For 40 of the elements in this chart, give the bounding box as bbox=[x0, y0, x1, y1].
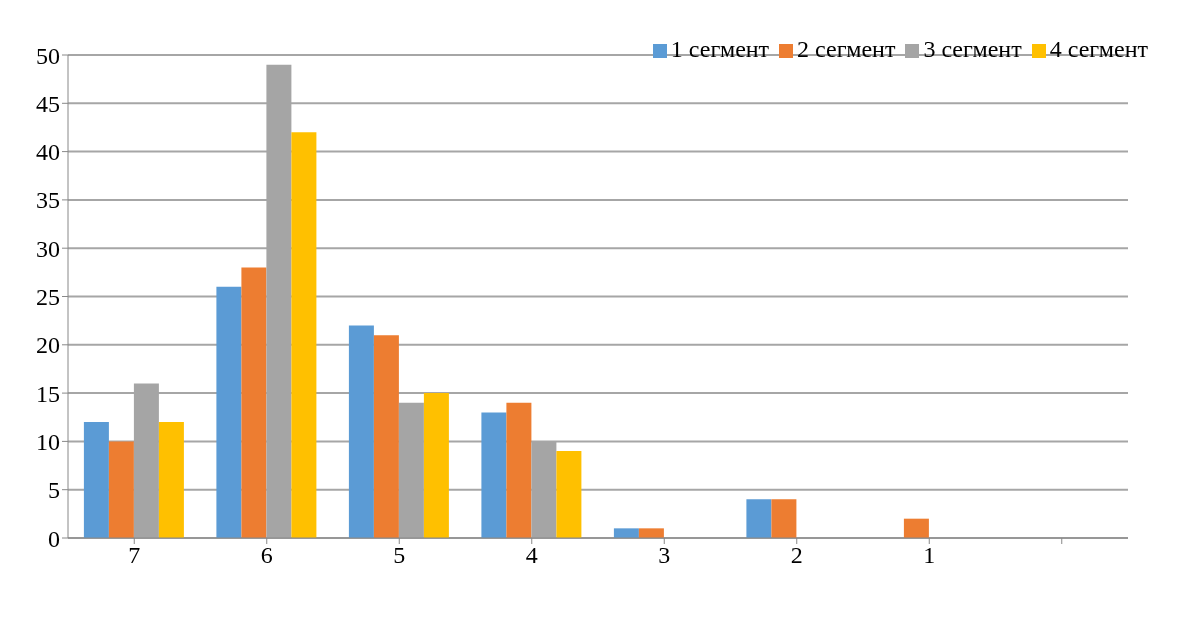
x-tick-label: 1 bbox=[923, 542, 936, 569]
bar bbox=[83, 422, 109, 538]
y-tick-label: 50 bbox=[36, 42, 60, 69]
bar bbox=[108, 441, 134, 538]
bar bbox=[481, 412, 507, 538]
y-tick-label: 5 bbox=[48, 477, 60, 504]
y-tick-label: 15 bbox=[36, 380, 60, 407]
legend-label: 1 сегмент bbox=[670, 36, 770, 62]
bar bbox=[638, 528, 664, 538]
bar bbox=[216, 286, 242, 538]
bar bbox=[348, 325, 374, 538]
bar bbox=[771, 499, 797, 538]
y-tick-label: 10 bbox=[36, 428, 60, 455]
bar bbox=[506, 402, 532, 538]
bar bbox=[613, 528, 639, 538]
legend-label: 3 сегмент bbox=[923, 36, 1022, 62]
bar bbox=[241, 267, 267, 538]
legend-label: 4 сегмент bbox=[1049, 36, 1148, 62]
y-tick-label: 45 bbox=[36, 90, 60, 117]
y-tick-label: 25 bbox=[36, 284, 60, 311]
bar bbox=[398, 402, 424, 538]
x-tick-label: 6 bbox=[260, 542, 273, 569]
x-tick-label: 5 bbox=[393, 542, 406, 569]
y-tick-label: 35 bbox=[36, 187, 60, 214]
y-tick-label: 30 bbox=[36, 235, 60, 262]
y-tick-label: 20 bbox=[36, 332, 60, 359]
bar bbox=[903, 518, 929, 538]
x-tick-label: 3 bbox=[658, 542, 671, 569]
y-tick-label: 40 bbox=[36, 139, 60, 166]
bar bbox=[373, 335, 399, 538]
x-tick-label: 7 bbox=[128, 542, 141, 569]
x-tick-label: 4 bbox=[525, 542, 538, 569]
x-tick-label: 2 bbox=[790, 542, 803, 569]
bar bbox=[746, 499, 772, 538]
y-tick-label: 0 bbox=[48, 525, 60, 552]
bar bbox=[291, 132, 317, 538]
bar bbox=[423, 393, 449, 538]
legend-label: 2 сегмент bbox=[797, 36, 896, 62]
bar bbox=[158, 422, 184, 538]
bar bbox=[556, 451, 582, 538]
